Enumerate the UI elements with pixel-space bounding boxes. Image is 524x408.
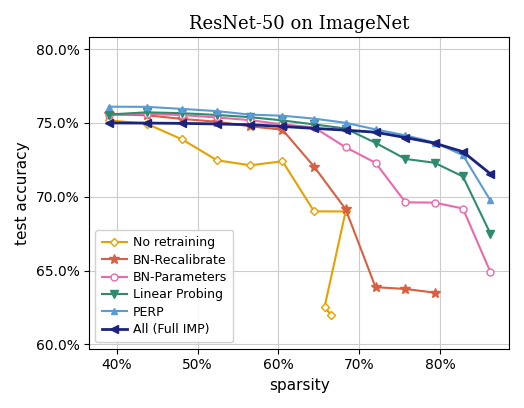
Line: No retraining: No retraining bbox=[106, 117, 348, 318]
BN-Parameters bbox=[343, 145, 349, 150]
PERP bbox=[487, 198, 494, 203]
No retraining bbox=[179, 137, 185, 142]
Linear Probing bbox=[179, 111, 185, 115]
BN-Recalibrate bbox=[311, 164, 317, 169]
BN-Recalibrate bbox=[431, 290, 438, 295]
Line: All (Full IMP): All (Full IMP) bbox=[105, 119, 495, 178]
BN-Recalibrate bbox=[343, 207, 349, 212]
PERP bbox=[402, 133, 409, 138]
No retraining bbox=[106, 118, 113, 123]
BN-Recalibrate bbox=[106, 112, 113, 117]
BN-Parameters bbox=[144, 111, 150, 116]
All (Full IMP) bbox=[373, 130, 379, 135]
All (Full IMP) bbox=[106, 120, 113, 125]
PERP bbox=[179, 106, 185, 111]
BN-Parameters bbox=[373, 160, 379, 165]
Linear Probing bbox=[214, 113, 220, 118]
BN-Parameters bbox=[431, 200, 438, 205]
PERP bbox=[279, 113, 286, 118]
All (Full IMP) bbox=[247, 122, 253, 127]
Linear Probing bbox=[373, 140, 379, 145]
All (Full IMP) bbox=[311, 126, 317, 131]
Linear Probing bbox=[247, 115, 253, 120]
BN-Parameters bbox=[179, 113, 185, 118]
Line: PERP: PERP bbox=[106, 103, 494, 204]
Title: ResNet-50 on ImageNet: ResNet-50 on ImageNet bbox=[189, 15, 409, 33]
X-axis label: sparsity: sparsity bbox=[269, 378, 330, 393]
All (Full IMP) bbox=[460, 149, 466, 154]
All (Full IMP) bbox=[487, 171, 494, 176]
All (Full IMP) bbox=[402, 135, 409, 140]
Linear Probing bbox=[487, 231, 494, 236]
No retraining bbox=[144, 121, 150, 126]
BN-Parameters bbox=[460, 206, 466, 211]
All (Full IMP) bbox=[431, 141, 438, 146]
BN-Recalibrate bbox=[247, 124, 253, 129]
Linear Probing bbox=[343, 126, 349, 131]
BN-Recalibrate bbox=[179, 117, 185, 122]
Linear Probing bbox=[279, 118, 286, 123]
No retraining bbox=[328, 313, 334, 317]
Linear Probing bbox=[311, 122, 317, 127]
Linear Probing bbox=[144, 110, 150, 115]
PERP bbox=[343, 120, 349, 125]
PERP bbox=[144, 104, 150, 109]
BN-Parameters bbox=[247, 118, 253, 122]
PERP bbox=[311, 116, 317, 121]
No retraining bbox=[311, 209, 317, 214]
BN-Parameters bbox=[311, 125, 317, 130]
All (Full IMP) bbox=[343, 128, 349, 133]
PERP bbox=[460, 153, 466, 157]
Linear Probing bbox=[460, 174, 466, 179]
All (Full IMP) bbox=[279, 124, 286, 129]
PERP bbox=[431, 140, 438, 145]
No retraining bbox=[214, 158, 220, 163]
All (Full IMP) bbox=[179, 121, 185, 126]
No retraining bbox=[321, 304, 328, 309]
No retraining bbox=[343, 209, 349, 214]
Y-axis label: test accuracy: test accuracy bbox=[15, 141, 30, 245]
Line: BN-Parameters: BN-Parameters bbox=[106, 110, 494, 275]
BN-Recalibrate bbox=[214, 119, 220, 124]
PERP bbox=[106, 104, 113, 109]
BN-Parameters bbox=[214, 115, 220, 120]
All (Full IMP) bbox=[144, 121, 150, 126]
No retraining bbox=[247, 163, 253, 168]
BN-Parameters bbox=[106, 113, 113, 118]
Line: BN-Recalibrate: BN-Recalibrate bbox=[104, 109, 440, 297]
BN-Parameters bbox=[279, 122, 286, 127]
No retraining bbox=[279, 159, 286, 164]
BN-Recalibrate bbox=[373, 285, 379, 290]
Line: Linear Probing: Linear Probing bbox=[105, 108, 495, 238]
BN-Recalibrate bbox=[144, 113, 150, 118]
BN-Parameters bbox=[487, 270, 494, 275]
Legend: No retraining, BN-Recalibrate, BN-Parameters, Linear Probing, PERP, All (Full IM: No retraining, BN-Recalibrate, BN-Parame… bbox=[95, 230, 233, 342]
BN-Recalibrate bbox=[402, 286, 409, 291]
BN-Recalibrate bbox=[279, 127, 286, 132]
BN-Parameters bbox=[402, 200, 409, 205]
Linear Probing bbox=[431, 160, 438, 165]
PERP bbox=[214, 109, 220, 113]
PERP bbox=[247, 112, 253, 117]
All (Full IMP) bbox=[214, 122, 220, 126]
Linear Probing bbox=[402, 157, 409, 162]
PERP bbox=[373, 127, 379, 132]
Linear Probing bbox=[106, 112, 113, 117]
